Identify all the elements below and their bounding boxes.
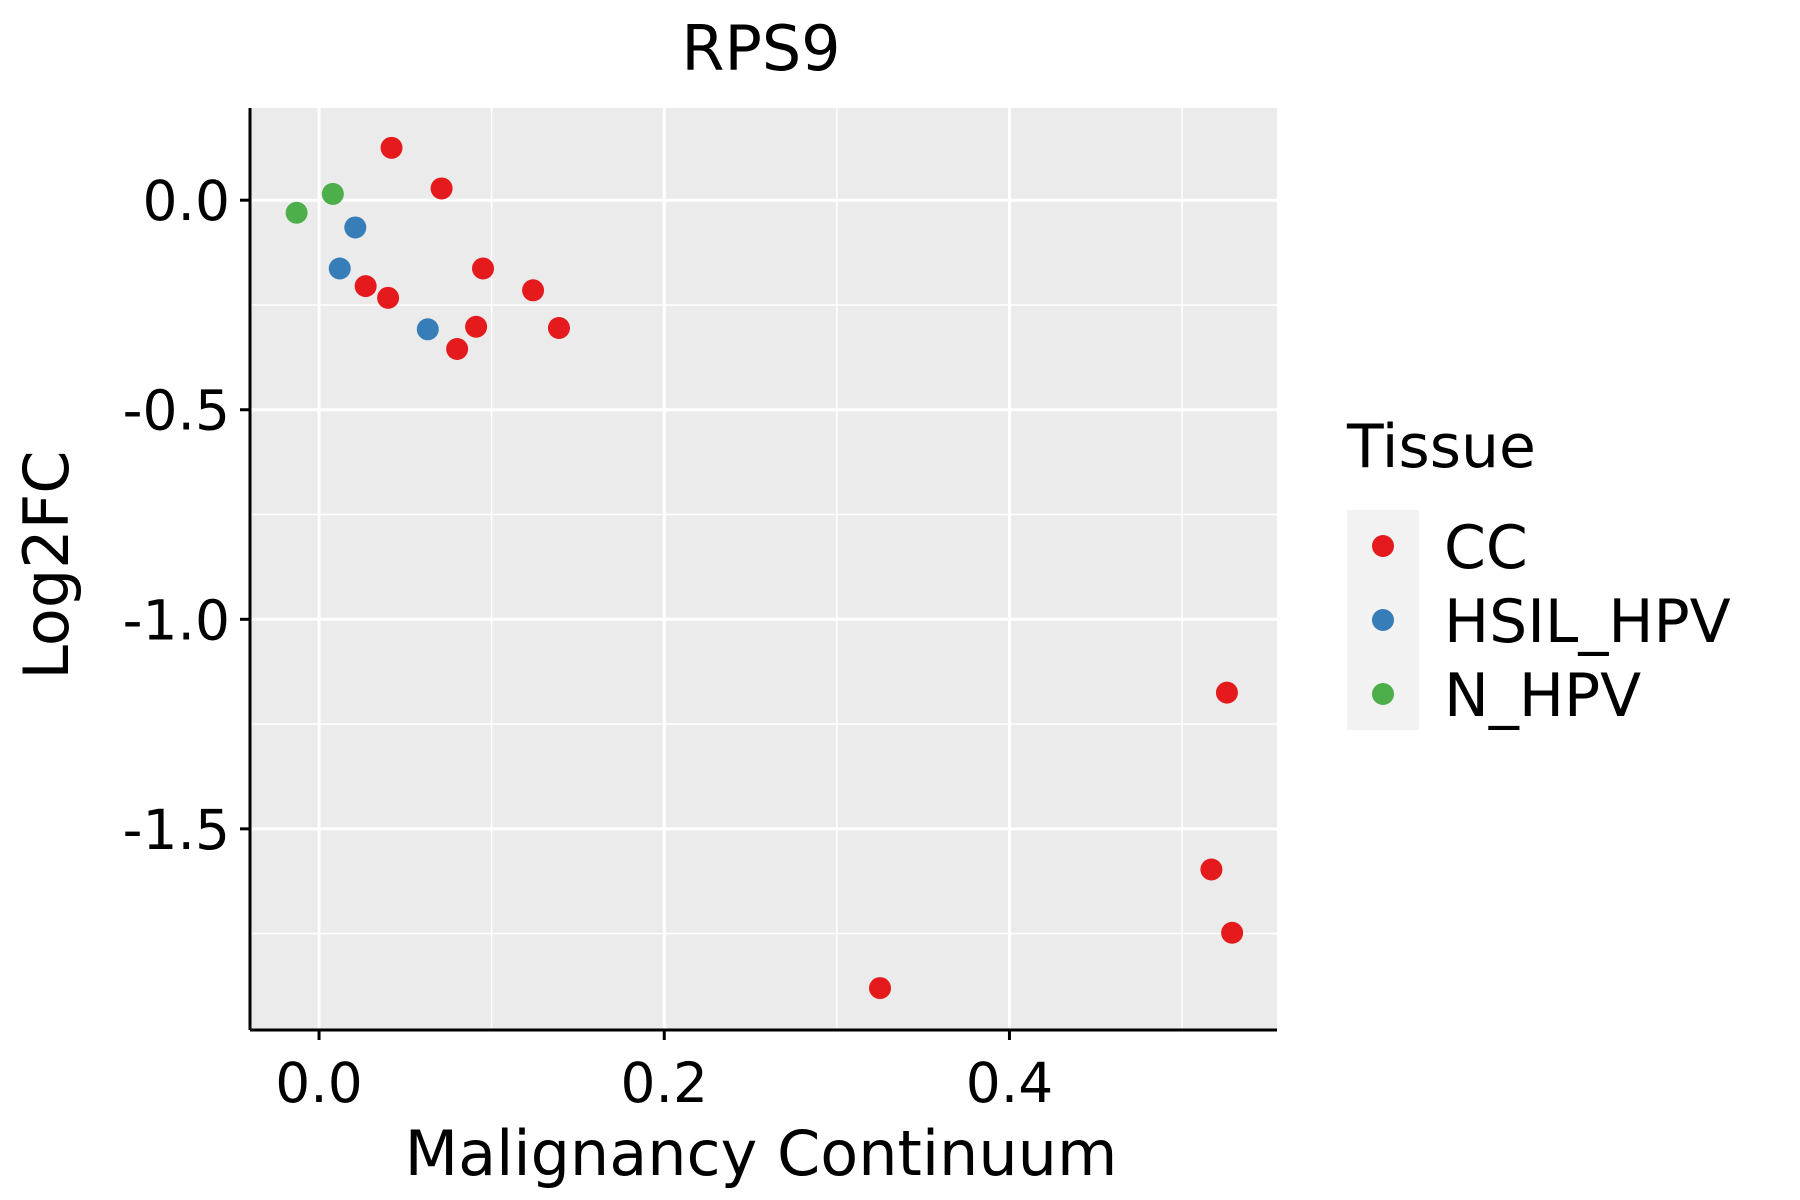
plot-background [250, 108, 1277, 1030]
point-cc [1200, 858, 1223, 881]
y-tick-label: -0.5 [123, 379, 230, 443]
y-axis-ticks: 0.0 -0.5 -1.0 -1.5 [123, 169, 250, 862]
x-tick-label: 0.0 [275, 1051, 362, 1115]
legend-key-n-hpv [1372, 683, 1394, 705]
grid-minor [250, 108, 1277, 1030]
point-cc [377, 286, 400, 309]
point-hsil-hpv [344, 216, 367, 239]
point-n-hpv [285, 201, 308, 224]
x-axis-label: Malignancy Continuum [405, 1117, 1118, 1190]
point-cc [380, 136, 403, 159]
chart-title: RPS9 [681, 12, 840, 85]
y-tick-label: 0.0 [143, 169, 230, 233]
legend-title: Tissue [1346, 412, 1536, 482]
point-cc [522, 279, 545, 302]
point-hsil-hpv [416, 318, 439, 341]
point-cc [1221, 921, 1244, 944]
point-cc [446, 337, 469, 360]
y-tick-label: -1.5 [123, 798, 230, 862]
legend-label: CC [1444, 513, 1528, 583]
y-tick-label: -1.0 [123, 588, 230, 652]
legend-label: HSIL_HPV [1444, 587, 1731, 657]
legend-key-cc [1372, 535, 1394, 557]
x-tick-label: 0.4 [966, 1051, 1053, 1115]
point-cc [869, 977, 892, 1000]
x-tick-label: 0.2 [621, 1051, 708, 1115]
point-cc [1215, 681, 1238, 704]
legend-label: N_HPV [1444, 661, 1641, 731]
point-cc [430, 177, 453, 200]
grid-major [250, 108, 1277, 1030]
point-cc [354, 275, 377, 298]
point-hsil-hpv [328, 257, 351, 280]
point-cc [472, 257, 495, 280]
point-cc [465, 315, 488, 338]
y-axis-label: Log2FC [10, 450, 83, 679]
point-n-hpv [321, 182, 344, 205]
data-points [285, 136, 1244, 1000]
legend-key-hsil-hpv [1372, 609, 1394, 631]
x-axis-ticks: 0.0 0.2 0.4 [275, 1030, 1053, 1115]
point-cc [547, 317, 570, 340]
